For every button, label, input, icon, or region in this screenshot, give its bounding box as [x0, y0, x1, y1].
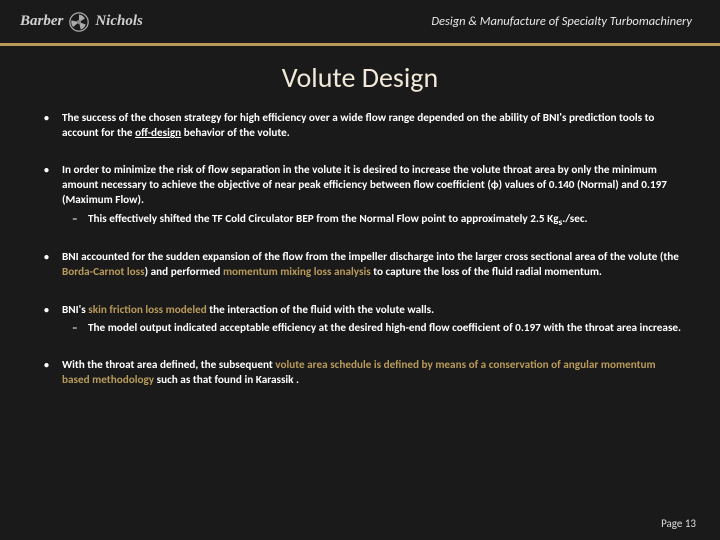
- sub-bullet-list: This effectively shifted the TF Cold Cir…: [62, 212, 684, 229]
- logo-text-left: Barber: [20, 13, 63, 30]
- bullet-list: The success of the chosen strategy for h…: [44, 111, 684, 388]
- sub-bullet-list: The model output indicated acceptable ef…: [62, 321, 684, 336]
- logo-text-right: Nichols: [95, 13, 143, 30]
- header-tagline: Design & Manufacture of Specialty Turbom…: [431, 14, 692, 29]
- fan-icon: [69, 12, 89, 32]
- page-number: Page 13: [661, 517, 696, 530]
- slide-title: Volute Design: [0, 60, 720, 95]
- bullet-item: With the throat area defined, the subseq…: [44, 358, 684, 388]
- bullet-item: BNI's skin friction loss modeled the int…: [44, 303, 684, 336]
- sub-bullet-item: The model output indicated acceptable ef…: [62, 321, 684, 336]
- slide-content: The success of the chosen strategy for h…: [0, 111, 720, 388]
- bullet-item: The success of the chosen strategy for h…: [44, 111, 684, 141]
- company-logo: Barber Nichols: [20, 12, 143, 32]
- header: Barber Nichols Design & Manufacture of S…: [0, 0, 720, 46]
- bullet-item: BNI accounted for the sudden expansion o…: [44, 250, 684, 280]
- sub-bullet-item: This effectively shifted the TF Cold Cir…: [62, 212, 684, 229]
- bullet-item: In order to minimize the risk of flow se…: [44, 163, 684, 228]
